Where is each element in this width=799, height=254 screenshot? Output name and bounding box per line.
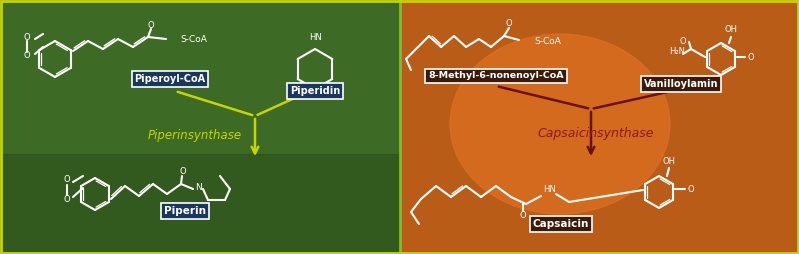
Text: O: O — [688, 184, 694, 194]
Text: O: O — [519, 212, 527, 220]
Text: O: O — [148, 21, 154, 29]
Text: 8-Methyl-6-nonenoyl-CoA: 8-Methyl-6-nonenoyl-CoA — [428, 71, 564, 81]
Text: O: O — [64, 176, 70, 184]
Text: O: O — [680, 37, 686, 45]
Text: O: O — [506, 20, 512, 28]
Text: O: O — [24, 33, 30, 41]
Text: N: N — [196, 183, 202, 192]
Text: OH: OH — [725, 24, 737, 34]
Text: HN: HN — [308, 33, 321, 42]
Text: S-CoA: S-CoA — [180, 35, 207, 43]
Bar — [0, 0, 399, 254]
Ellipse shape — [450, 34, 670, 214]
Bar — [401, 0, 799, 254]
Text: Capsaicin: Capsaicin — [533, 219, 589, 229]
Text: Piperidin: Piperidin — [290, 86, 340, 96]
Text: Capsaicinsynthase: Capsaicinsynthase — [538, 128, 654, 140]
Text: Vanilloylamin: Vanilloylamin — [644, 79, 718, 89]
Text: Piperin: Piperin — [164, 206, 206, 216]
Text: O: O — [180, 167, 186, 177]
Text: OH: OH — [662, 157, 675, 167]
Bar — [0, 154, 399, 254]
Text: O: O — [64, 195, 70, 203]
Text: O: O — [748, 53, 754, 61]
Text: Piperinsynthase: Piperinsynthase — [148, 130, 242, 142]
Text: S-CoA: S-CoA — [534, 37, 561, 45]
Text: O: O — [24, 52, 30, 60]
Text: HN: HN — [543, 185, 555, 195]
Text: H₂N: H₂N — [669, 46, 685, 56]
Text: Piperoyl-CoA: Piperoyl-CoA — [134, 74, 205, 84]
